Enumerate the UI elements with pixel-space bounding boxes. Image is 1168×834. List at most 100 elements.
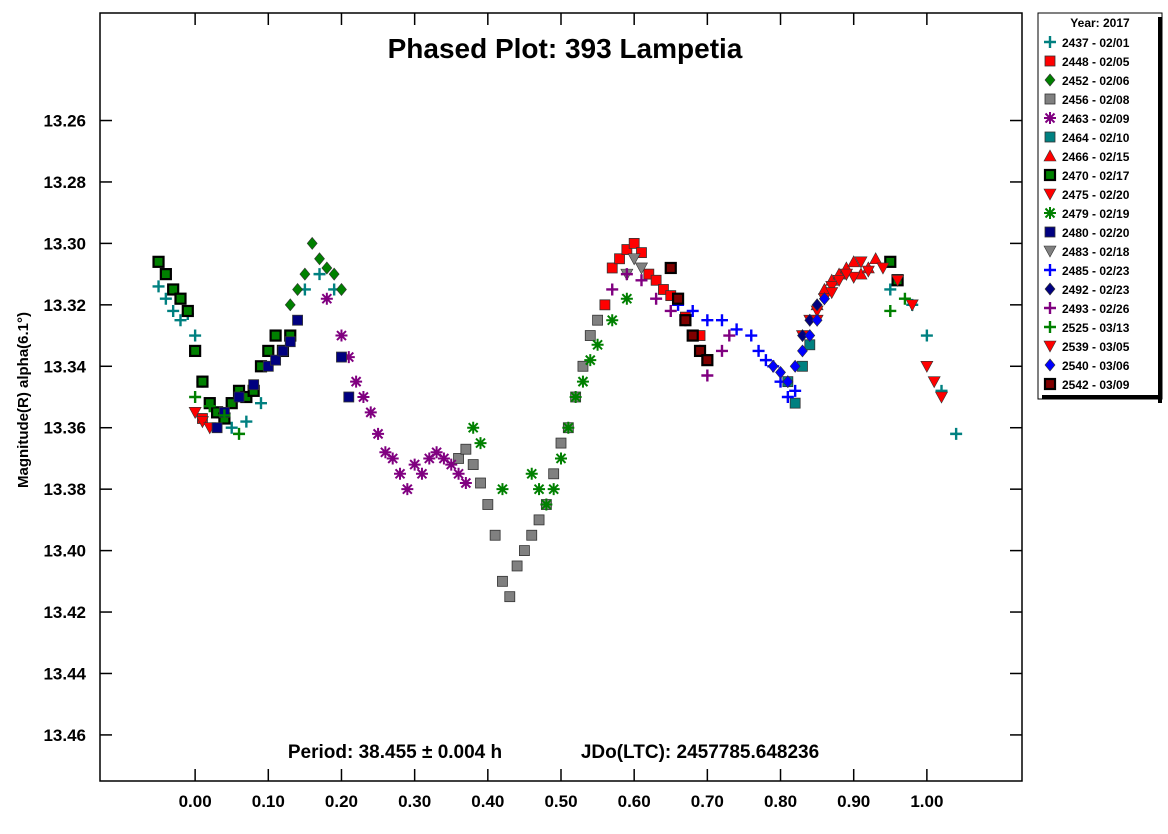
data-point [658, 284, 669, 295]
data-point [336, 283, 347, 296]
series-5 [320, 292, 472, 496]
data-point [884, 255, 897, 268]
data-point [350, 375, 363, 388]
data-point [927, 376, 941, 389]
legend-marker [1043, 245, 1057, 258]
data-point [775, 365, 786, 379]
y-tick-label: 13.46 [43, 726, 86, 745]
data-point [664, 304, 677, 317]
data-point [643, 268, 655, 280]
x-tick-label: 0.10 [252, 792, 285, 811]
data-point [189, 344, 202, 358]
legend-entry: 2483 - 02/18 [1043, 245, 1130, 259]
data-point [819, 292, 830, 306]
legend-marker [1043, 340, 1057, 353]
data-point [188, 407, 202, 419]
series-16 [189, 292, 911, 440]
data-point [496, 483, 509, 496]
data-point [789, 397, 801, 409]
data-point [627, 253, 641, 266]
data-point [306, 236, 318, 250]
data-point [847, 271, 861, 284]
legend-entry: 2479 - 02/19 [1044, 207, 1130, 221]
y-tick-label: 13.44 [43, 664, 86, 683]
data-point [174, 314, 187, 327]
legend-entry: 2463 - 02/09 [1044, 112, 1130, 126]
series-19 [664, 261, 714, 367]
data-point [313, 268, 326, 281]
legend-label: 2493 - 02/26 [1062, 302, 1130, 316]
data-point [233, 427, 246, 440]
data-point [686, 329, 699, 342]
data-point [482, 499, 494, 510]
data-point [811, 298, 823, 312]
data-point [614, 253, 625, 265]
data-point [730, 323, 743, 336]
y-tick-label: 13.40 [43, 542, 86, 561]
data-point [562, 421, 575, 434]
data-point [797, 344, 808, 358]
data-point [225, 421, 238, 434]
data-point [891, 274, 905, 287]
data-point [634, 262, 648, 275]
data-point [606, 314, 619, 327]
data-point [745, 329, 758, 342]
data-point [437, 452, 450, 465]
data-point [270, 354, 282, 366]
data-point [599, 299, 611, 311]
data-point [781, 391, 794, 403]
data-point [211, 422, 223, 434]
legend-entry: 2470 - 02/17 [1043, 168, 1130, 183]
data-point [591, 338, 604, 351]
data-point [577, 360, 589, 372]
data-point [767, 359, 779, 373]
data-point [159, 268, 172, 281]
x-tick-label: 0.90 [837, 792, 870, 811]
data-point [453, 453, 464, 464]
data-point [628, 237, 640, 249]
data-point [920, 329, 933, 342]
data-point [394, 467, 407, 480]
y-tick-label: 13.30 [43, 234, 86, 253]
legend-entry: 2448 - 02/05 [1044, 55, 1130, 69]
data-point [379, 446, 392, 459]
data-point [452, 467, 465, 480]
data-point [203, 400, 216, 413]
data-point [196, 375, 209, 388]
legend-entry: 2542 - 03/09 [1043, 377, 1130, 392]
legend-entry: 2437 - 02/01 [1044, 36, 1130, 50]
data-point [248, 379, 260, 391]
legend-entry: 2525 - 03/13 [1044, 321, 1130, 335]
data-point [854, 256, 868, 269]
data-point [752, 344, 765, 357]
data-point [225, 397, 238, 410]
legend-label: 2539 - 03/05 [1062, 340, 1130, 354]
data-point [335, 329, 348, 342]
data-point [782, 375, 794, 389]
data-point [804, 329, 816, 343]
legend-label: 2448 - 02/05 [1062, 55, 1130, 69]
data-point [555, 437, 567, 449]
period-annotation: Period: 38.455 ± 0.004 h [288, 742, 502, 763]
data-point [825, 287, 839, 300]
data-point [233, 391, 245, 403]
data-point [679, 314, 692, 327]
data-point [357, 391, 370, 403]
legend-entry: 2540 - 03/06 [1044, 358, 1130, 373]
data-point [533, 483, 546, 496]
data-point [460, 443, 472, 455]
legend-label: 2542 - 03/09 [1062, 378, 1130, 392]
data-point [839, 268, 853, 281]
axis-ticks: 0.00 0.10 0.20 0.30 0.40 0.50 0.60 0.70 0.80 0.90… [43, 13, 1022, 811]
legend-entry: 2466 - 02/15 [1043, 149, 1130, 164]
epoch-annotation: JDo(LTC): 2457785.648236 [581, 742, 819, 763]
data-point [415, 467, 428, 480]
data-point [869, 252, 883, 265]
data-point [606, 262, 618, 274]
data-point [576, 375, 589, 388]
legend-label: 2540 - 03/06 [1062, 359, 1130, 373]
data-point [254, 397, 267, 410]
data-point [262, 344, 275, 358]
data-point [884, 304, 897, 317]
